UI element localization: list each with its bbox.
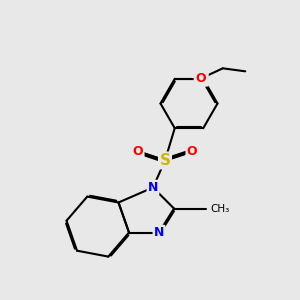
Text: F: F [199, 72, 208, 85]
Text: CH₃: CH₃ [210, 203, 229, 214]
Text: O: O [195, 72, 206, 85]
Text: N: N [148, 181, 158, 194]
Text: N: N [154, 226, 164, 239]
Text: O: O [133, 145, 143, 158]
Text: O: O [187, 145, 197, 158]
Text: S: S [160, 153, 170, 168]
